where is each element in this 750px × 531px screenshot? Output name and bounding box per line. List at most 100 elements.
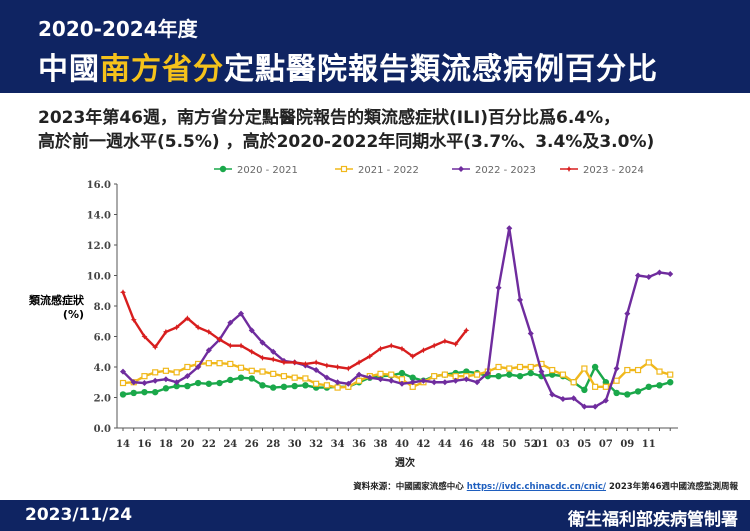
data-point-2022-2023 [656, 269, 663, 276]
data-point-2020-2021 [516, 372, 524, 380]
data-point-2022-2023 [356, 371, 363, 378]
x-tick-label: 09 [620, 439, 634, 450]
legend-marker-2020-2021 [219, 165, 227, 173]
data-point-2021-2022 [613, 377, 620, 384]
data-point-2021-2022 [216, 360, 223, 367]
x-axis-label: 週次 [395, 456, 415, 469]
data-point-2020-2021 [634, 388, 642, 395]
series-line-2022-2023 [122, 227, 671, 408]
data-point-2022-2023 [323, 374, 330, 381]
data-point-2022-2023 [130, 379, 137, 386]
data-point-2020-2021 [527, 369, 534, 377]
data-point-2023-2024 [463, 327, 470, 334]
data-point-2022-2023 [613, 365, 620, 372]
data-point-2020-2021 [656, 382, 663, 389]
x-tick-label: 05 [577, 439, 591, 450]
source-link[interactable]: https://ivdc.chinacdc.cn/cnic/ [466, 482, 607, 492]
data-point-2021-2022 [152, 369, 159, 376]
data-point-2023-2024 [366, 353, 373, 360]
data-point-2022-2023 [120, 368, 126, 375]
data-point-2021-2022 [602, 383, 609, 390]
x-tick-label: 26 [245, 439, 259, 450]
x-tick-label: 46 [459, 439, 473, 450]
data-point-2020-2021 [141, 388, 148, 396]
data-point-2022-2023 [398, 380, 405, 387]
x-tick-label: 34 [331, 439, 345, 450]
data-point-2021-2022 [248, 367, 255, 374]
data-point-2022-2023 [259, 339, 266, 346]
data-point-2023-2024 [270, 356, 277, 363]
x-tick-label: 07 [599, 439, 613, 450]
data-point-2022-2023 [173, 379, 180, 386]
y-tick-label: 14.0 [87, 211, 111, 222]
title-prefix: 中國 [38, 52, 100, 87]
x-tick-label: 32 [309, 439, 323, 450]
data-point-2023-2024 [431, 342, 438, 349]
footer-organization: 衛生福利部疾病管制署 [568, 510, 738, 530]
data-point-2020-2021 [194, 379, 202, 387]
data-point-2020-2021 [119, 391, 127, 398]
y-tick-label: 8.0 [94, 302, 111, 313]
data-point-2021-2022 [259, 368, 266, 375]
data-point-2021-2022 [495, 363, 502, 371]
series-line-2020-2021 [122, 365, 671, 396]
x-tick-label: 24 [223, 439, 237, 450]
legend-marker-2023-2024 [566, 166, 572, 172]
data-point-2022-2023 [570, 395, 577, 402]
data-point-2023-2024 [173, 324, 180, 331]
data-point-2021-2022 [527, 363, 534, 371]
data-point-2020-2021 [591, 363, 599, 371]
series-line-2021-2022 [122, 361, 671, 389]
year-range: 2020-2024年度 [38, 17, 198, 41]
data-point-2021-2022 [473, 371, 481, 378]
y-label-line-2: (%) [62, 308, 84, 321]
data-point-2021-2022 [559, 371, 567, 378]
data-point-2020-2021 [581, 386, 588, 394]
data-point-2022-2023 [377, 376, 384, 383]
x-tick-label: 30 [288, 439, 302, 450]
data-point-2020-2021 [302, 382, 309, 389]
data-point-2020-2021 [645, 383, 652, 391]
data-point-2020-2021 [184, 382, 191, 390]
data-point-2022-2023 [624, 310, 631, 317]
x-tick-label: 22 [202, 439, 216, 450]
data-point-2022-2023 [538, 368, 545, 375]
data-point-2021-2022 [592, 383, 599, 390]
summary-text: 2023年第46週，南方省分定點醫院報告的類流感症狀(ILI)百分比爲6.4%，… [38, 106, 654, 154]
data-point-2023-2024 [388, 342, 395, 349]
data-point-2022-2023 [667, 270, 674, 277]
y-tick-label: 2.0 [94, 394, 111, 405]
data-point-2021-2022 [377, 370, 384, 377]
data-point-2023-2024 [420, 347, 427, 354]
data-point-2020-2021 [162, 385, 170, 392]
data-point-2021-2022 [334, 384, 341, 391]
data-point-2022-2023 [602, 397, 609, 404]
data-point-2023-2024 [452, 341, 459, 348]
data-point-2022-2023 [527, 330, 534, 337]
x-tick-label: 42 [416, 439, 430, 450]
data-point-2022-2023 [559, 396, 566, 403]
title-highlight: 南方省分 [100, 52, 224, 87]
data-point-2022-2023 [635, 272, 642, 279]
summary-line-1: 2023年第46週，南方省分定點醫院報告的類流感症狀(ILI)百分比爲6.4%， [38, 108, 621, 128]
y-tick-label: 12.0 [87, 241, 111, 252]
summary-line-2: 高於前一週水平(5.5%) ，高於2020-2022年同期水平(3.7%、3.4… [38, 132, 655, 152]
data-point-2021-2022 [313, 380, 320, 387]
x-tick-label: 01 [535, 439, 549, 450]
data-point-2023-2024 [238, 342, 245, 349]
source-prefix: 資料來源：中國國家流感中心 [353, 482, 464, 492]
data-point-2022-2023 [313, 367, 320, 374]
data-point-2021-2022 [667, 371, 674, 378]
footer-bar: 2023/11/24 衛生福利部疾病管制署 [0, 500, 750, 531]
data-point-2020-2021 [227, 376, 234, 384]
y-label-line-1: 類流感症狀 [29, 294, 84, 307]
data-point-2021-2022 [645, 359, 652, 366]
x-tick-label: 50 [502, 439, 516, 450]
data-point-2022-2023 [152, 377, 159, 384]
x-tick-label: 38 [374, 439, 388, 450]
data-point-2022-2023 [592, 403, 599, 410]
data-point-2023-2024 [334, 364, 341, 370]
x-tick-label: 48 [481, 439, 495, 450]
data-point-2021-2022 [184, 363, 191, 371]
legend-label-2023-2024: 2023 - 2024 [583, 165, 644, 176]
